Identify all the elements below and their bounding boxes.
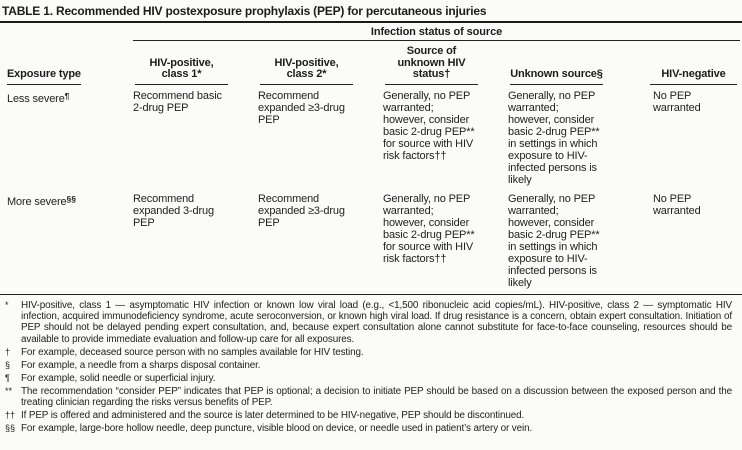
footnote-text: For example, large-bore hollow needle, d… [21, 423, 533, 435]
footnote-text: HIV-positive, class 1 — asymptomatic HIV… [21, 299, 732, 345]
table-bottom-rule [0, 293, 742, 295]
pep-table: Infection status of source Exposure type… [7, 23, 741, 294]
footnote-double-section-mark: §§ For example, large-bore hollow needle… [3, 423, 732, 434]
footnote-symbol: § [5, 359, 11, 370]
footnote-symbol: ** [5, 385, 13, 396]
footnotes-section: * HIV-positive, class 1 — asymptomatic H… [0, 295, 742, 435]
footnote-symbol: †† [5, 410, 16, 421]
title-rule [0, 21, 742, 23]
cell-less-severe-hiv-negative: No PEP warranted [653, 89, 701, 114]
cell-more-severe-class2: Recommend expanded ≥3-drug PEP [258, 192, 345, 229]
footnote-marker: §§ [66, 193, 76, 204]
row-label-less-severe: Less severe¶ [7, 90, 70, 105]
footnote-dagger: † For example, deceased source person wi… [3, 347, 732, 358]
footnote-asterisk: * HIV-positive, class 1 — asymptomatic H… [3, 300, 732, 346]
footnote-text: For example, a needle from a sharps disp… [21, 359, 261, 371]
table-row-less-severe: Less severe¶ Recommend basic 2-drug PEP … [7, 85, 740, 188]
footnote-text: For example, solid needle or superficial… [21, 372, 216, 384]
column-header-unknown-source: Unknown source§ [508, 41, 633, 85]
footnote-double-asterisk: ** The recommendation “consider PEP” ind… [3, 386, 732, 409]
column-header-hiv-positive-class1: HIV-positive, class 1* [133, 41, 258, 85]
footnote-marker: ¶ [64, 90, 70, 101]
footnote-symbol: † [5, 346, 11, 357]
column-header-exposure-type: Exposure type [7, 41, 133, 85]
cell-less-severe-unknown-source: Generally, no PEP warranted; however, co… [508, 89, 600, 186]
cell-more-severe-unknown-status: Generally, no PEP warranted; however, co… [383, 192, 475, 265]
spanner-spacer [7, 23, 133, 41]
table-title: TABLE 1. Recommended HIV postexposure pr… [2, 4, 487, 18]
row-label-more-severe: More severe§§ [7, 193, 76, 208]
footnote-symbol: §§ [5, 423, 16, 434]
footnote-text: For example, deceased source person with… [21, 346, 364, 358]
column-header-hiv-negative: HIV-negative [633, 41, 740, 85]
column-header-unknown-hiv-status: Source of unknown HIV status† [383, 41, 508, 85]
cell-more-severe-class1: Recommend expanded 3-drug PEP [133, 192, 214, 229]
footnote-double-dagger: †† If PEP is offered and administered an… [3, 410, 732, 421]
spanner-header: Infection status of source [133, 23, 741, 41]
cell-less-severe-unknown-status: Generally, no PEP warranted; however, co… [383, 89, 475, 162]
cell-less-severe-class2: Recommend expanded ≥3-drug PEP [258, 89, 345, 126]
table-row-more-severe: More severe§§ Recommend expanded 3-drug … [7, 188, 740, 294]
column-header-row: Exposure type HIV-positive, class 1* HIV… [7, 41, 740, 85]
footnote-pilcrow: ¶ For example, solid needle or superfici… [3, 373, 732, 384]
document-page: TABLE 1. Recommended HIV postexposure pr… [0, 4, 742, 435]
cell-less-severe-class1: Recommend basic 2-drug PEP [133, 89, 222, 114]
cell-more-severe-hiv-negative: No PEP warranted [653, 192, 701, 217]
footnote-symbol: * [5, 299, 9, 310]
cell-more-severe-unknown-source: Generally, no PEP warranted; however, co… [508, 192, 600, 289]
footnote-text: If PEP is offered and administered and t… [21, 410, 525, 422]
footnote-symbol: ¶ [5, 372, 10, 383]
footnote-text: The recommendation “consider PEP” indica… [21, 385, 732, 409]
spanner-row: Infection status of source [7, 23, 741, 41]
column-header-hiv-positive-class2: HIV-positive, class 2* [258, 41, 383, 85]
footnote-section-mark: § For example, a needle from a sharps di… [3, 360, 732, 371]
